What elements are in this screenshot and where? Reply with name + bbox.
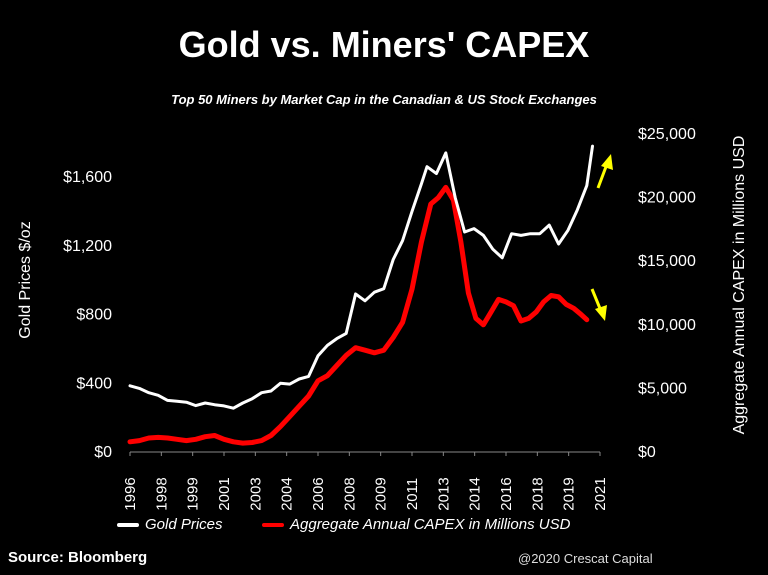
x-tick-label: 2008	[341, 477, 358, 510]
chart-axes: 1996 1998 1999 2001 2003 2004 2006 2008 2009 2011…	[17, 126, 748, 511]
page-subtitle: Top 50 Miners by Market Cap in the Canad…	[171, 92, 597, 107]
x-tick-label: 2019	[561, 477, 578, 510]
legend-swatch-gold	[117, 523, 139, 528]
x-tick-label: 1999	[185, 477, 202, 510]
down-arrow-shaft	[590, 288, 603, 312]
y-tick-label-left: $400	[76, 375, 112, 392]
legend-label-capex: Aggregate Annual CAPEX in Millions USD	[290, 516, 571, 533]
legend-item-gold: Gold Prices	[117, 516, 223, 533]
x-tick-label: 2014	[467, 477, 484, 510]
x-tick-label: 1996	[122, 477, 139, 510]
chart-annotations	[590, 154, 613, 321]
series-line-gold	[128, 144, 594, 410]
x-tick-label: 2021	[592, 477, 609, 510]
chart-series	[127, 144, 594, 446]
y-tick-label-left: $0	[94, 444, 112, 461]
x-tick-label: 2018	[529, 477, 546, 510]
legend-swatch-capex	[262, 523, 284, 528]
y-tick-label-right: $0	[638, 444, 656, 461]
x-tick-label: 2004	[279, 477, 296, 510]
y-tick-label-left: $1,600	[63, 169, 112, 186]
series-line-capex	[127, 184, 590, 446]
page-title: Gold vs. Miners' CAPEX	[178, 24, 590, 65]
legend-label-gold: Gold Prices	[145, 516, 223, 533]
y-axis-title-left: Gold Prices $/oz	[17, 221, 34, 338]
legend-item-capex: Aggregate Annual CAPEX in Millions USD	[262, 516, 570, 533]
x-tick-label: 2013	[435, 477, 452, 510]
x-tick-label: 1998	[153, 477, 170, 510]
y-axis-title-right: Aggregate Annual CAPEX in Millions USD	[731, 136, 748, 435]
x-tick-label: 2016	[498, 477, 515, 510]
up-arrow-head	[601, 154, 613, 170]
x-tick-label: 2003	[247, 477, 264, 510]
x-tick-label: 2001	[216, 477, 233, 510]
y-tick-label-left: $800	[76, 307, 112, 324]
y-tick-label-right: $5,000	[638, 380, 687, 397]
y-tick-label-right: $15,000	[638, 253, 696, 270]
up-arrow-shaft	[596, 163, 609, 189]
watermark: @2020 Crescat Capital	[518, 551, 653, 566]
source-note: Source: Bloomberg	[8, 549, 148, 566]
x-tick-label: 2009	[373, 477, 390, 510]
x-tick-label: 2011	[404, 478, 421, 510]
y-tick-label-left: $1,200	[63, 238, 112, 255]
y-tick-label-right: $25,000	[638, 126, 696, 143]
y-tick-label-right: $10,000	[638, 317, 696, 334]
down-arrow-head	[595, 305, 607, 321]
y-tick-label-right: $20,000	[638, 190, 696, 207]
x-tick-label: 2006	[310, 477, 327, 510]
